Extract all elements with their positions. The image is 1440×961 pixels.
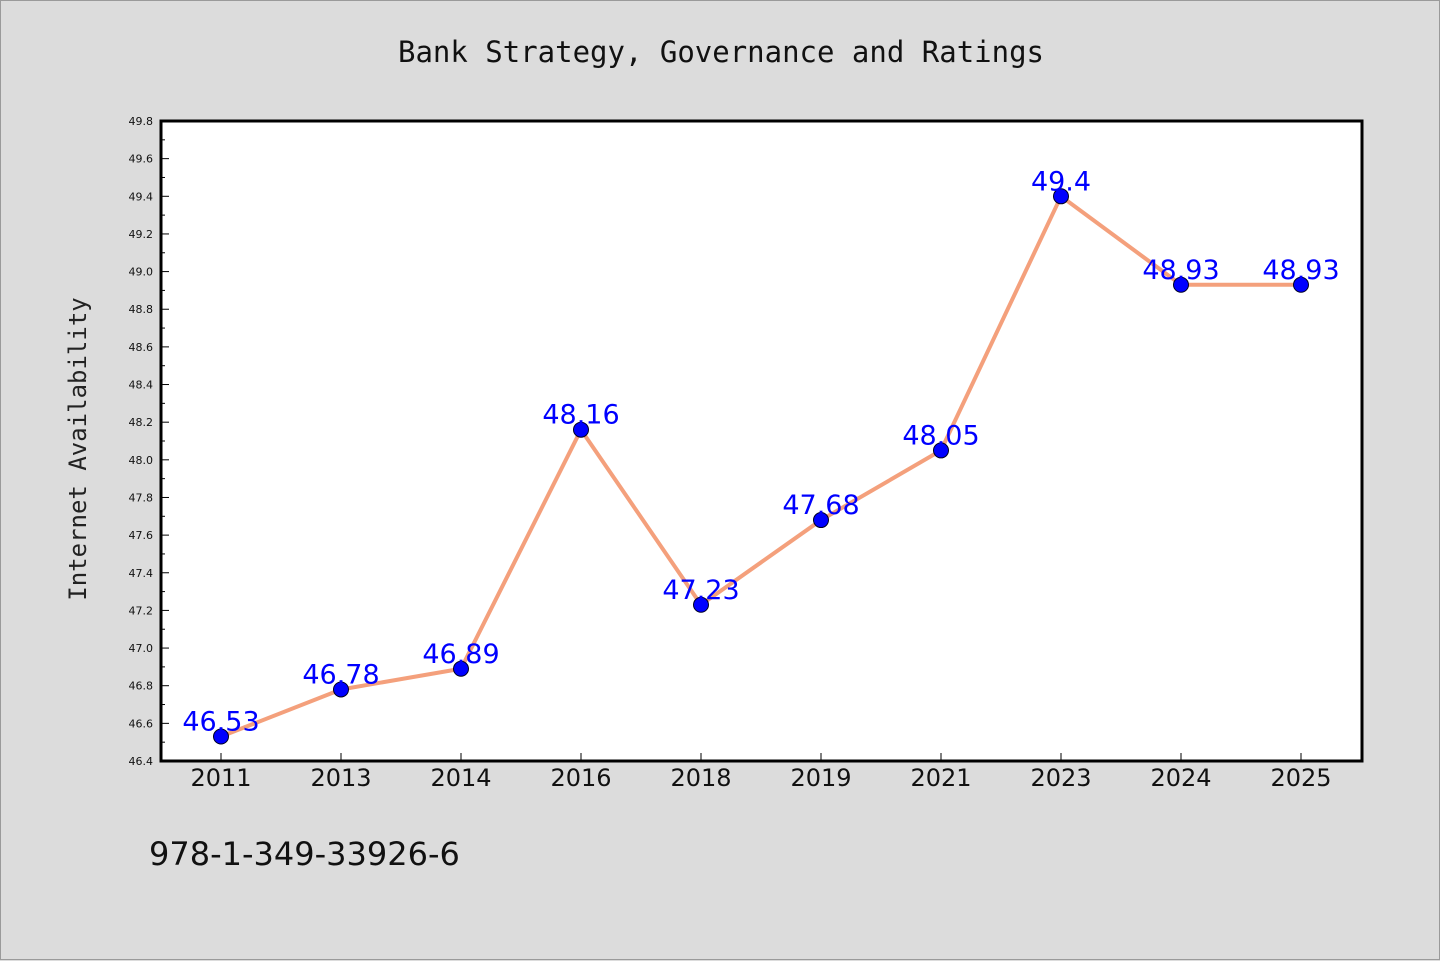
x-tick-label: 2014	[430, 764, 491, 792]
y-tick-label: 47.4	[129, 567, 154, 580]
isbn-text: 978-1-349-33926-6	[149, 835, 460, 873]
data-point	[213, 728, 229, 745]
y-tick-label: 47.8	[129, 491, 154, 504]
data-point	[693, 596, 709, 613]
y-tick-label: 48.0	[129, 454, 154, 467]
data-point	[933, 442, 949, 459]
y-axis: 46.4 46.6 46.8 47.0 47.2 47.4 47.6 47.8 48.0 48.2…	[129, 115, 169, 768]
x-axis: 2011 2013 2014 2016 2018 2019 2021 2023 2024 2025	[190, 753, 1332, 792]
x-tick-label: 2025	[1270, 764, 1331, 792]
data-label: 46.78	[302, 659, 379, 690]
data-label: 48.05	[902, 420, 979, 451]
x-tick-label: 2019	[790, 764, 851, 792]
plot-area	[161, 121, 1362, 761]
data-point	[813, 512, 829, 529]
y-tick-label: 49.6	[129, 153, 154, 166]
y-tick-label: 47.6	[129, 529, 154, 542]
chart-title: Bank Strategy, Governance and Ratings	[397, 35, 1044, 69]
data-point	[573, 421, 589, 438]
y-tick-label: 49.0	[129, 266, 154, 279]
data-point	[1173, 276, 1189, 293]
data-point	[1053, 188, 1069, 205]
data-label: 47.68	[782, 490, 859, 521]
x-tick-label: 2021	[910, 764, 971, 792]
x-tick-label: 2013	[310, 764, 371, 792]
y-tick-label: 48.6	[129, 341, 154, 354]
data-label: 48.16	[542, 400, 619, 431]
y-tick-label: 49.4	[129, 190, 154, 203]
y-tick-label: 46.4	[129, 755, 154, 768]
x-tick-label: 2024	[1150, 764, 1211, 792]
data-label: 47.23	[662, 575, 739, 606]
data-point	[453, 660, 469, 677]
y-tick-label: 47.0	[129, 642, 154, 655]
data-label: 48.93	[1262, 255, 1339, 286]
x-tick-label: 2011	[190, 764, 251, 792]
x-tick-label: 2016	[550, 764, 611, 792]
data-point	[333, 681, 349, 698]
data-label: 46.53	[182, 707, 259, 738]
y-tick-label: 48.8	[129, 303, 154, 316]
y-tick-label: 49.2	[129, 228, 154, 241]
series-line	[219, 194, 1303, 739]
y-tick-label: 46.6	[129, 717, 154, 730]
y-tick-label: 47.2	[129, 604, 154, 617]
y-tick-label: 46.8	[129, 680, 154, 693]
data-label: 48.93	[1142, 255, 1219, 286]
plot-frame	[159, 119, 1364, 763]
x-tick-label: 2023	[1030, 764, 1091, 792]
data-label: 49.4	[1031, 166, 1091, 197]
data-points	[213, 188, 1309, 745]
data-label: 46.89	[422, 639, 499, 670]
y-tick-label: 48.2	[129, 416, 154, 429]
x-tick-label: 2018	[670, 764, 731, 792]
data-point	[1293, 276, 1309, 293]
y-tick-label: 48.4	[129, 379, 154, 392]
y-tick-label: 49.8	[129, 115, 154, 128]
data-labels: 46.53 46.78 46.89 48.16 47.23 47.68 48.05 49.4 4…	[182, 166, 1339, 737]
